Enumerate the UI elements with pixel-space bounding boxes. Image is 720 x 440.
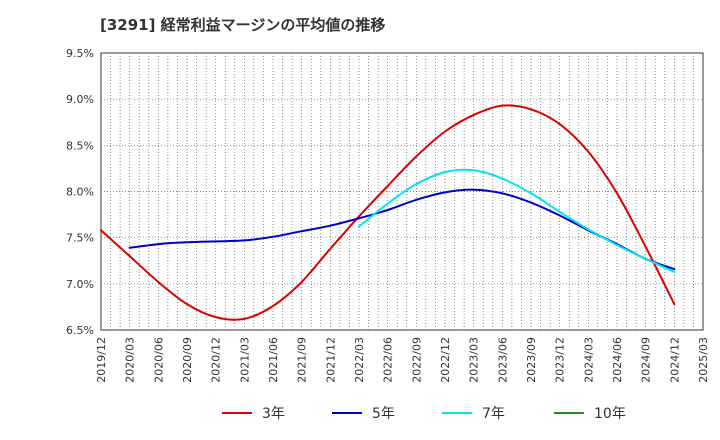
series-line-3 <box>358 168 676 273</box>
x-tick-label: 2022/12 <box>439 337 452 383</box>
x-tick-label: 2024/06 <box>611 337 624 383</box>
y-tick-label: 8.5% <box>66 139 94 152</box>
x-tick-label: 2023/12 <box>554 337 567 383</box>
x-tick-label: 2022/03 <box>353 337 366 383</box>
x-tick-label: 2020/06 <box>152 337 165 383</box>
y-tick-label: 9.0% <box>66 93 94 106</box>
chart-title: [3291] 経常利益マージンの平均値の推移 <box>100 16 386 34</box>
y-tick-label: 6.5% <box>66 324 94 337</box>
x-tick-label: 2022/09 <box>410 337 423 383</box>
legend-label-2: 5年 <box>372 406 395 422</box>
y-tick-label: 9.5% <box>66 47 94 60</box>
x-tick-label: 2020/12 <box>210 337 223 383</box>
x-tick-label: 2024/03 <box>582 337 595 383</box>
legend-label-4: 10年 <box>594 406 626 422</box>
x-tick-label: 2025/03 <box>697 337 710 383</box>
y-tick-label: 7.0% <box>66 278 94 291</box>
x-tick-label: 2021/09 <box>296 337 309 383</box>
x-tick-label: 2024/09 <box>640 337 653 383</box>
x-tick-label: 2023/06 <box>496 337 509 383</box>
x-tick-label: 2019/12 <box>95 337 108 383</box>
x-tick-label: 2021/06 <box>267 337 280 383</box>
legend-label-1: 3年 <box>262 406 285 422</box>
x-tick-label: 2020/09 <box>181 337 194 383</box>
x-tick-label: 2023/03 <box>468 337 481 383</box>
x-tick-label: 2020/03 <box>124 337 137 383</box>
legend-label-3: 7年 <box>482 406 505 422</box>
x-tick-label: 2021/03 <box>238 337 251 383</box>
x-tick-label: 2023/09 <box>525 337 538 383</box>
y-tick-label: 7.5% <box>66 232 94 245</box>
series-line-1 <box>100 104 676 321</box>
y-tick-label: 8.0% <box>66 186 94 199</box>
x-tick-label: 2022/06 <box>382 337 395 383</box>
x-tick-label: 2021/12 <box>324 337 337 383</box>
x-tick-label: 2024/12 <box>668 337 681 383</box>
